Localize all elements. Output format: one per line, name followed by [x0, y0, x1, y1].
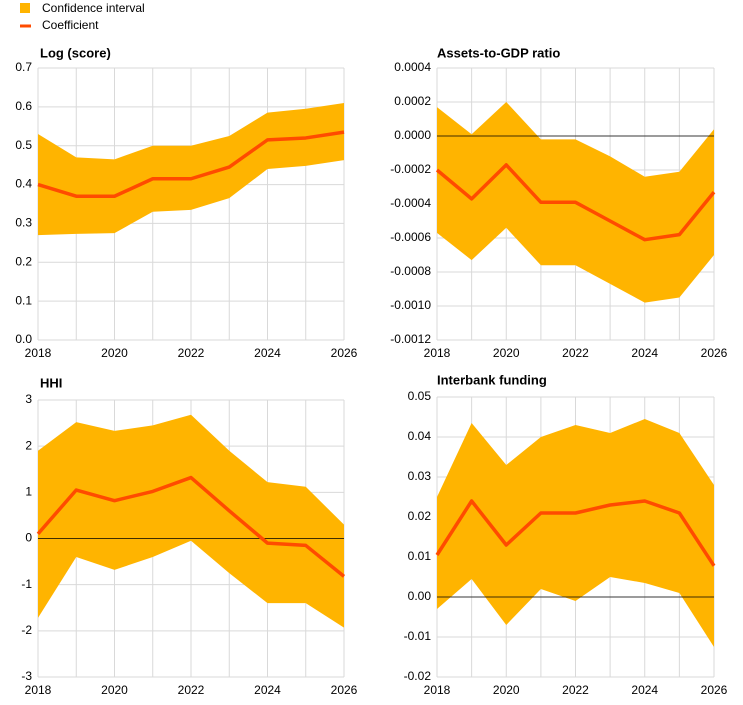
- chart-title: Assets-to-GDP ratio: [437, 45, 560, 60]
- x-tick-label: 2018: [424, 683, 451, 697]
- confidence-band: [38, 102, 344, 236]
- coefficient-line: [435, 499, 716, 567]
- x-tick-label: 2026: [331, 346, 358, 360]
- x-tick-label: 2022: [178, 346, 205, 360]
- coefficient-line: [36, 475, 346, 578]
- legend-swatch-ci: [20, 3, 30, 13]
- y-tick-label: -0.0010: [390, 298, 431, 312]
- y-tick-label: 0.0000: [394, 128, 431, 142]
- y-tick-label: -1: [21, 577, 32, 591]
- x-tick-label: 2026: [701, 683, 728, 697]
- x-tick-label: 2018: [25, 346, 52, 360]
- x-tick-label: 2022: [562, 683, 589, 697]
- x-tick-label: 2026: [701, 346, 728, 360]
- y-tick-label: 0.0002: [394, 94, 431, 108]
- x-tick-label: 2024: [631, 346, 658, 360]
- y-tick-label: -0.0006: [390, 230, 431, 244]
- y-tick-label: 0.3: [15, 216, 32, 230]
- x-tick-label: 2020: [493, 346, 520, 360]
- y-tick-label: 0.03: [408, 469, 432, 483]
- y-tick-label: -3: [21, 669, 32, 683]
- y-tick-label: 0.5: [15, 138, 32, 152]
- y-tick-label: -0.02: [404, 669, 432, 683]
- y-tick-label: 0.7: [15, 60, 32, 74]
- y-tick-label: 0.01: [408, 549, 432, 563]
- x-tick-label: 2024: [631, 683, 658, 697]
- y-tick-label: 0.1: [15, 293, 32, 307]
- y-tick-label: 0.02: [408, 509, 432, 523]
- y-tick-label: 0.0: [15, 332, 32, 346]
- x-tick-label: 2020: [101, 346, 128, 360]
- x-tick-label: 2020: [493, 683, 520, 697]
- y-tick-label: 0.04: [408, 429, 432, 443]
- x-tick-label: 2022: [562, 346, 589, 360]
- chart-title: HHI: [40, 375, 62, 390]
- legend-label: Confidence interval: [42, 1, 145, 15]
- x-tick-label: 2018: [424, 346, 451, 360]
- y-tick-label: 3: [25, 392, 32, 406]
- y-tick-label: 0.6: [15, 99, 32, 113]
- y-tick-label: 0.2: [15, 254, 32, 268]
- y-tick-label: 0.4: [15, 177, 32, 191]
- y-tick-label: 0.0004: [394, 60, 431, 74]
- x-tick-label: 2024: [254, 683, 281, 697]
- confidence-band: [38, 414, 344, 628]
- x-tick-label: 2018: [25, 683, 52, 697]
- x-tick-label: 2022: [178, 683, 205, 697]
- x-tick-label: 2024: [254, 346, 281, 360]
- x-tick-label: 2020: [101, 683, 128, 697]
- y-tick-label: 0.05: [408, 389, 432, 403]
- coefficient-line: [435, 163, 716, 242]
- chart-title: Interbank funding: [437, 372, 547, 387]
- y-tick-label: 1: [25, 485, 32, 499]
- confidence-band: [437, 419, 714, 647]
- y-tick-label: -0.0008: [390, 264, 431, 278]
- y-tick-label: -0.0004: [390, 196, 431, 210]
- y-tick-label: -0.0012: [390, 332, 431, 346]
- legend-label: Coefficient: [42, 18, 99, 32]
- x-tick-label: 2026: [331, 683, 358, 697]
- chart-title: Log (score): [40, 45, 111, 60]
- y-tick-label: 0: [25, 531, 32, 545]
- y-tick-label: -0.01: [404, 629, 432, 643]
- coefficient-line: [37, 130, 345, 198]
- y-tick-label: -0.0002: [390, 162, 431, 176]
- y-tick-label: 2: [25, 438, 32, 452]
- y-tick-label: 0.00: [408, 589, 432, 603]
- y-tick-label: -2: [21, 623, 32, 637]
